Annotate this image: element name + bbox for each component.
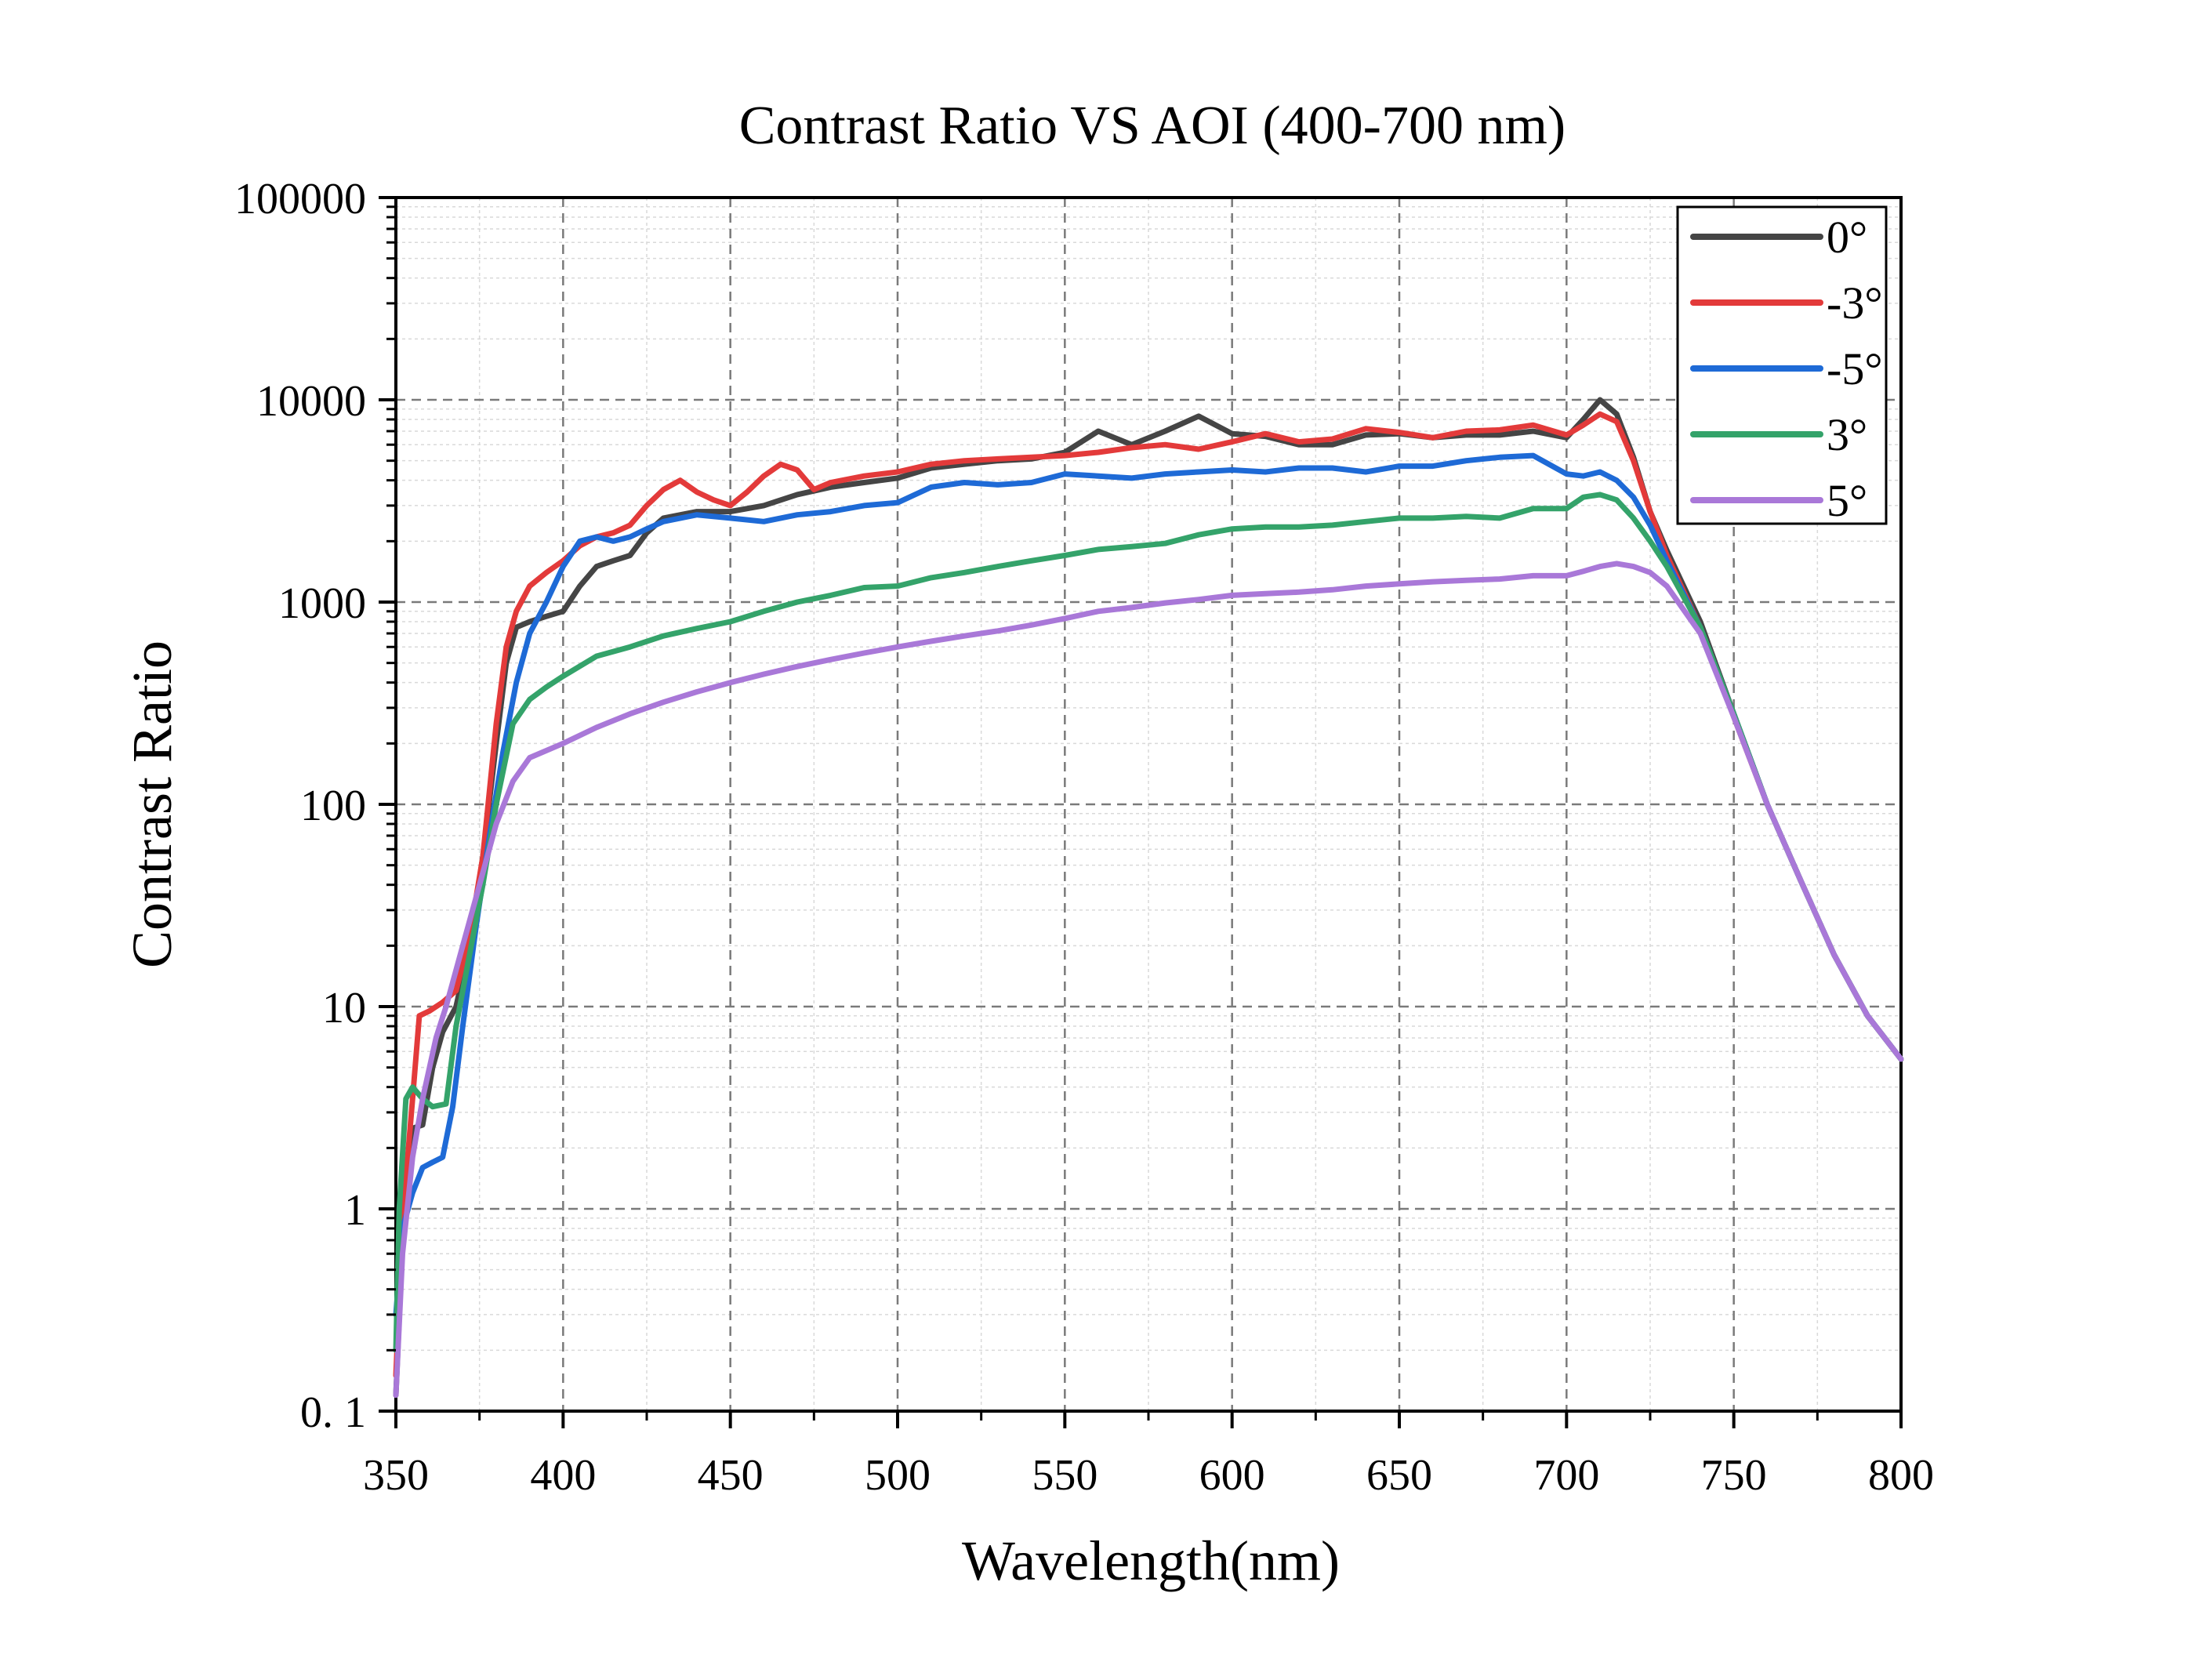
x-tick-label: 350	[363, 1451, 429, 1500]
x-tick-label: 700	[1533, 1451, 1599, 1500]
legend-label-3: 3°	[1827, 409, 1867, 460]
x-tick-label: 450	[698, 1451, 764, 1500]
legend: 0° -3° -5° 3° 5°	[1676, 205, 1888, 526]
y-tick-label: 10	[322, 984, 366, 1032]
x-tick-label: 800	[1868, 1451, 1934, 1500]
y-tick-label: 100	[300, 782, 366, 830]
series-line-4	[393, 561, 1904, 1399]
chart-title: Contrast Ratio VS AOI (400-700 nm)	[739, 96, 1566, 156]
x-axis-label: Wavelength(nm)	[962, 1529, 1340, 1592]
legend-label-1: -3°	[1827, 278, 1883, 328]
axes: 350 400 450 500 550 600 650 700 750 800 0. 1 1 10 100…	[234, 175, 1934, 1500]
legend-label-2: -5°	[1827, 343, 1883, 394]
x-tick-label: 750	[1701, 1451, 1767, 1500]
x-tick-label: 550	[1032, 1451, 1098, 1500]
y-tick-label: 0. 1	[300, 1388, 366, 1437]
x-tick-label: 400	[530, 1451, 596, 1500]
x-tick-label: 500	[865, 1451, 931, 1500]
legend-label-0: 0°	[1827, 212, 1867, 263]
x-tick-label: 600	[1199, 1451, 1265, 1500]
series-line-1	[393, 411, 1904, 1379]
legend-label-4: 5°	[1827, 475, 1867, 526]
y-tick-label: 10000	[256, 377, 366, 426]
series-lines	[393, 397, 1904, 1399]
grid	[394, 196, 1903, 1413]
series-line-2	[393, 452, 1904, 1318]
y-tick-label: 100000	[234, 175, 366, 223]
y-axis-label: Contrast Ratio	[121, 640, 183, 968]
y-tick-label: 1000	[278, 579, 366, 628]
y-tick-label: 1	[344, 1186, 366, 1235]
x-tick-label: 650	[1366, 1451, 1432, 1500]
